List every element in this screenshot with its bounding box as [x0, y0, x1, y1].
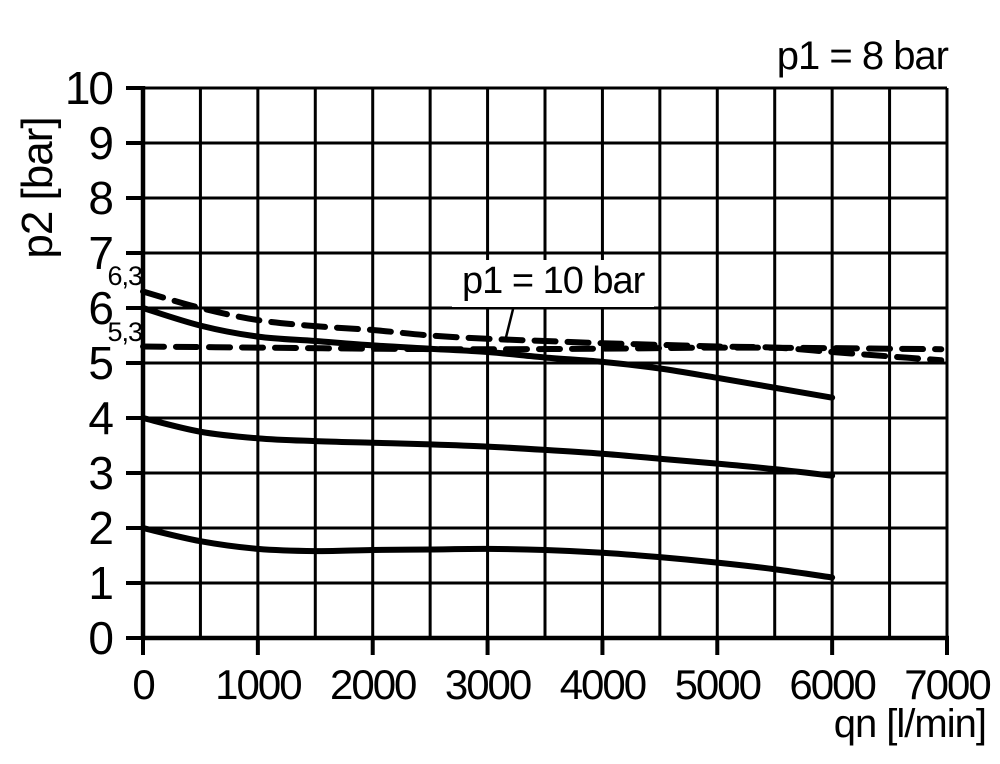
x-tick-label: 4000 — [560, 661, 646, 708]
y-tick-label: 8 — [88, 172, 112, 224]
y-tick-label: 7 — [88, 227, 112, 279]
curve-p1-8bar-3 — [140, 415, 836, 479]
annotation-leader-line — [503, 305, 516, 343]
x-tick-label: 0 — [132, 661, 154, 708]
y-extra-label-5-3: 5,3 — [107, 317, 143, 347]
annotation-p1-10-bar: p1 = 10 bar — [452, 260, 655, 307]
x-tick-label: 7000 — [904, 661, 990, 708]
x-axis-title: qn [l/min] — [833, 702, 987, 746]
y-tick-label: 5 — [88, 337, 112, 389]
y-tick-label: 0 — [88, 612, 112, 664]
y-extra-label-6-3: 6,3 — [107, 261, 143, 291]
x-tick-label: 6000 — [789, 661, 875, 708]
y-tick-label: 9 — [88, 117, 112, 169]
y-tick-label: 10 — [65, 62, 113, 114]
y-tick-label: 6 — [88, 282, 112, 334]
x-tick-label: 2000 — [330, 661, 416, 708]
y-axis-title: p2 [bar] — [13, 117, 62, 259]
curve-p1-8bar-4 — [140, 525, 836, 581]
chart-title: p1 = 8 bar — [776, 34, 949, 78]
x-tick-label: 5000 — [675, 661, 761, 708]
y-tick-label: 4 — [88, 392, 113, 444]
y-tick-label: 1 — [88, 557, 112, 609]
y-tick-label: 3 — [88, 447, 112, 499]
y-tick-label: 2 — [88, 502, 112, 554]
curve-p1-8bar-2 — [140, 305, 836, 401]
x-tick-label: 3000 — [445, 661, 531, 708]
x-tick-label: 1000 — [215, 661, 301, 708]
curve-p1-10bar-1 — [140, 343, 945, 353]
